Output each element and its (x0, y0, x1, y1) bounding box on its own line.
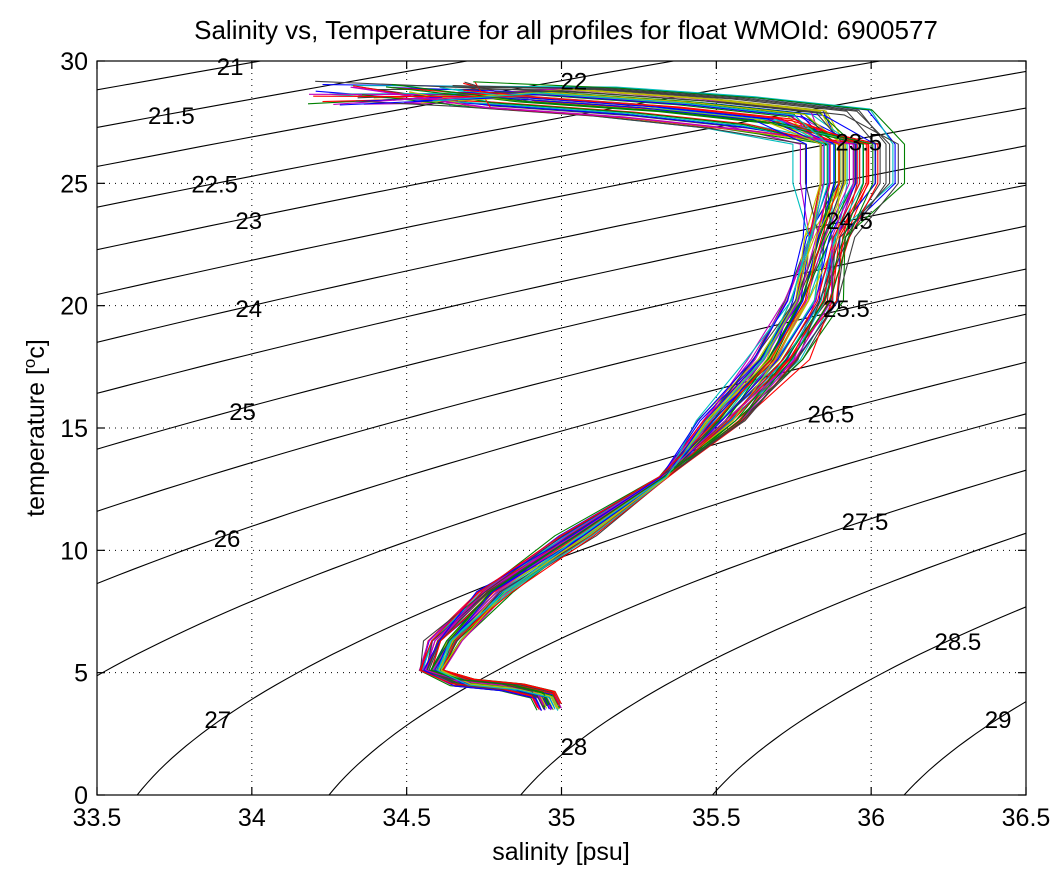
density-contour-line (97, 313, 1026, 585)
profile-line (391, 83, 874, 705)
profile-lines (307, 80, 906, 711)
density-contour-label: 24 (235, 296, 262, 323)
density-contour-line (520, 532, 1026, 795)
density-contour-label: 26.5 (808, 401, 855, 428)
y-tick-label: 15 (60, 415, 88, 443)
density-contour-line (97, 70, 1026, 251)
density-contour-label: 23 (235, 208, 262, 235)
density-contour-label: 28.5 (935, 629, 982, 656)
y-axis-label: temperature [oc] (20, 339, 50, 517)
density-contour-label: 25.5 (823, 296, 870, 323)
profile-line (432, 92, 829, 710)
profile-line (441, 89, 861, 707)
axis-tick-labels: 33.5 34 34.5 35 35.5 36 36.5 0 5 10 15 20 25 30 (60, 48, 1050, 832)
y-tick-label: 10 (60, 537, 88, 565)
profile-line (313, 95, 840, 709)
density-contour-line (712, 606, 1026, 795)
density-contour-label: 28 (561, 734, 588, 761)
x-tick-label: 36 (857, 804, 885, 832)
x-tick-label: 35.5 (692, 804, 741, 832)
density-contour-label: 25 (229, 399, 256, 426)
x-axis-label: salinity [psu] (492, 838, 630, 866)
x-tick-label: 36.5 (1002, 804, 1051, 832)
density-contour-label: 27 (204, 707, 231, 734)
density-contours (97, 61, 1026, 795)
profile-line (339, 97, 807, 711)
y-tick-label: 25 (60, 170, 88, 198)
y-tick-label: 0 (74, 782, 88, 810)
density-contour-label: 21 (217, 54, 244, 81)
y-tick-label: 20 (60, 293, 88, 321)
density-contour-label: 22.5 (191, 171, 238, 198)
density-contour-line (328, 469, 1026, 795)
density-contour-line (136, 413, 1026, 795)
density-contour-line (97, 361, 1026, 677)
density-contour-label: 27.5 (842, 509, 889, 536)
x-tick-label: 34.5 (382, 804, 431, 832)
x-tick-label: 33.5 (73, 804, 122, 832)
density-contour-label: 26 (214, 526, 241, 553)
y-tick-label: 30 (60, 48, 88, 76)
density-contour-line (97, 107, 1026, 296)
x-tick-label: 34 (238, 804, 266, 832)
y-axis-label-superscript: o (20, 359, 39, 368)
y-axis-label-main: temperature [ (22, 368, 50, 517)
profile-line (353, 86, 855, 706)
density-contour-line (97, 61, 677, 168)
y-tick-label: 5 (74, 660, 88, 688)
density-contour-line (97, 225, 1026, 450)
density-contour-line (97, 145, 1026, 343)
y-axis-label-end: c] (22, 339, 50, 358)
density-contour-label: 21.5 (148, 103, 195, 130)
density-contour-line (97, 268, 1026, 512)
density-contour-label: 22 (561, 69, 588, 96)
x-tick-label: 35 (548, 804, 576, 832)
chart-title: Salinity vs, Temperature for all profile… (194, 15, 938, 45)
profile-line (315, 80, 899, 704)
density-contour-label: 29 (985, 707, 1012, 734)
axis-ticks (96, 60, 1027, 796)
density-contour-line (97, 61, 884, 208)
profile-line (440, 97, 822, 710)
density-contour-label: 23.5 (835, 130, 882, 157)
density-contour-labels: 21 21.5 22 22.5 23 23.5 24 24.5 25 25.5 26 26.5 27 27… (148, 54, 1012, 761)
density-contour-label: 24.5 (826, 208, 873, 235)
